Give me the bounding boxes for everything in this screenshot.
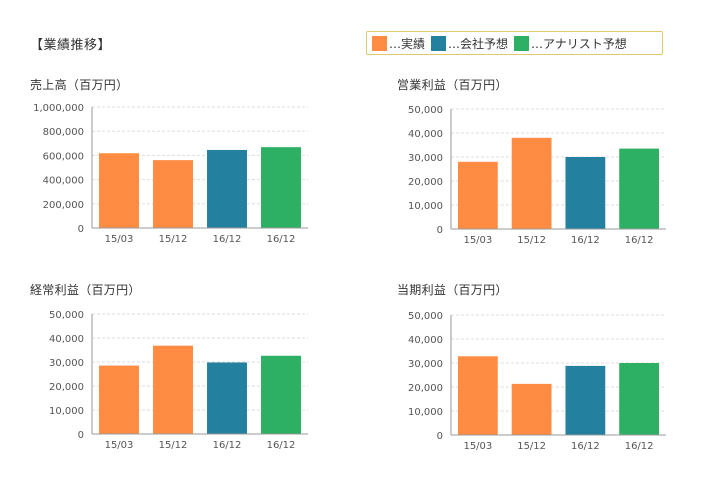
y-tick-label: 20,000 [408, 177, 443, 188]
legend-item-analyst-forecast: …アナリスト予想 [514, 35, 627, 52]
y-tick-label: 10,000 [408, 407, 443, 418]
bar [99, 153, 139, 228]
x-tick-label: 16/12 [571, 441, 600, 452]
chart-title-sales: 売上高（百万円） [30, 78, 129, 92]
x-tick-label: 16/12 [625, 235, 654, 246]
x-tick-label: 15/12 [159, 440, 188, 451]
y-tick-label: 10,000 [408, 201, 443, 212]
y-tick-label: 50,000 [408, 311, 443, 322]
bar [511, 137, 552, 229]
legend-label-actual: …実績 [389, 36, 426, 51]
bar [565, 365, 606, 435]
x-tick-label: 15/03 [105, 440, 134, 451]
bar [261, 147, 301, 228]
y-tick-label: 800,000 [43, 127, 84, 138]
y-tick-label: 0 [437, 431, 443, 442]
y-tick-label: 50,000 [408, 105, 443, 116]
x-tick-label: 15/12 [159, 234, 188, 245]
y-tick-label: 30,000 [408, 153, 443, 164]
x-tick-label: 16/12 [625, 441, 654, 452]
legend-label-company-forecast: …会社予想 [448, 36, 509, 51]
y-tick-label: 1,000,000 [33, 103, 84, 114]
legend-swatch-actual [372, 35, 387, 51]
legend-swatch-company-forecast [431, 35, 447, 51]
y-tick-label: 400,000 [43, 176, 84, 187]
bar [565, 157, 606, 229]
bar [153, 160, 193, 228]
chart-legend: …実績 …会社予想 …アナリスト予想 [366, 31, 663, 55]
bar [511, 383, 552, 435]
x-tick-label: 16/12 [213, 234, 242, 245]
legend-item-company-forecast: …会社予想 [431, 35, 508, 52]
bar [619, 363, 660, 435]
y-tick-label: 200,000 [43, 200, 84, 211]
y-tick-label: 30,000 [408, 359, 443, 370]
x-tick-label: 16/12 [267, 234, 296, 245]
y-tick-label: 10,000 [49, 406, 84, 417]
legend-item-actual: …実績 [372, 35, 425, 52]
section-title: 【業績推移】 [30, 38, 112, 53]
x-tick-label: 16/12 [267, 440, 296, 451]
x-tick-label: 15/03 [463, 235, 492, 246]
chart-title-operating-income: 営業利益（百万円） [397, 78, 508, 92]
y-tick-label: 40,000 [408, 129, 443, 140]
x-tick-label: 16/12 [571, 235, 600, 246]
y-tick-label: 50,000 [49, 310, 84, 321]
bar [619, 148, 660, 229]
bar [99, 365, 139, 434]
x-tick-label: 15/03 [105, 234, 134, 245]
y-tick-label: 40,000 [49, 334, 84, 345]
y-tick-label: 0 [437, 225, 443, 236]
x-tick-label: 16/12 [213, 440, 242, 451]
bar [457, 161, 498, 229]
chart-title-net-income: 当期利益（百万円） [397, 283, 508, 297]
x-tick-label: 15/03 [463, 441, 492, 452]
y-tick-label: 30,000 [49, 358, 84, 369]
bar [457, 356, 498, 435]
y-tick-label: 0 [78, 430, 84, 441]
bar [207, 362, 247, 434]
y-tick-label: 20,000 [408, 383, 443, 394]
chart-title-ordinary-income: 経常利益（百万円） [30, 283, 141, 297]
y-tick-label: 20,000 [49, 382, 84, 393]
x-tick-label: 15/12 [517, 441, 546, 452]
y-tick-label: 40,000 [408, 335, 443, 346]
x-tick-label: 15/12 [517, 235, 546, 246]
bar [207, 149, 247, 228]
y-tick-label: 600,000 [43, 151, 84, 162]
bar [261, 355, 301, 434]
y-tick-label: 0 [78, 224, 84, 235]
bar [153, 345, 193, 434]
legend-label-analyst-forecast: …アナリスト予想 [531, 36, 627, 51]
legend-swatch-analyst-forecast [514, 35, 530, 51]
